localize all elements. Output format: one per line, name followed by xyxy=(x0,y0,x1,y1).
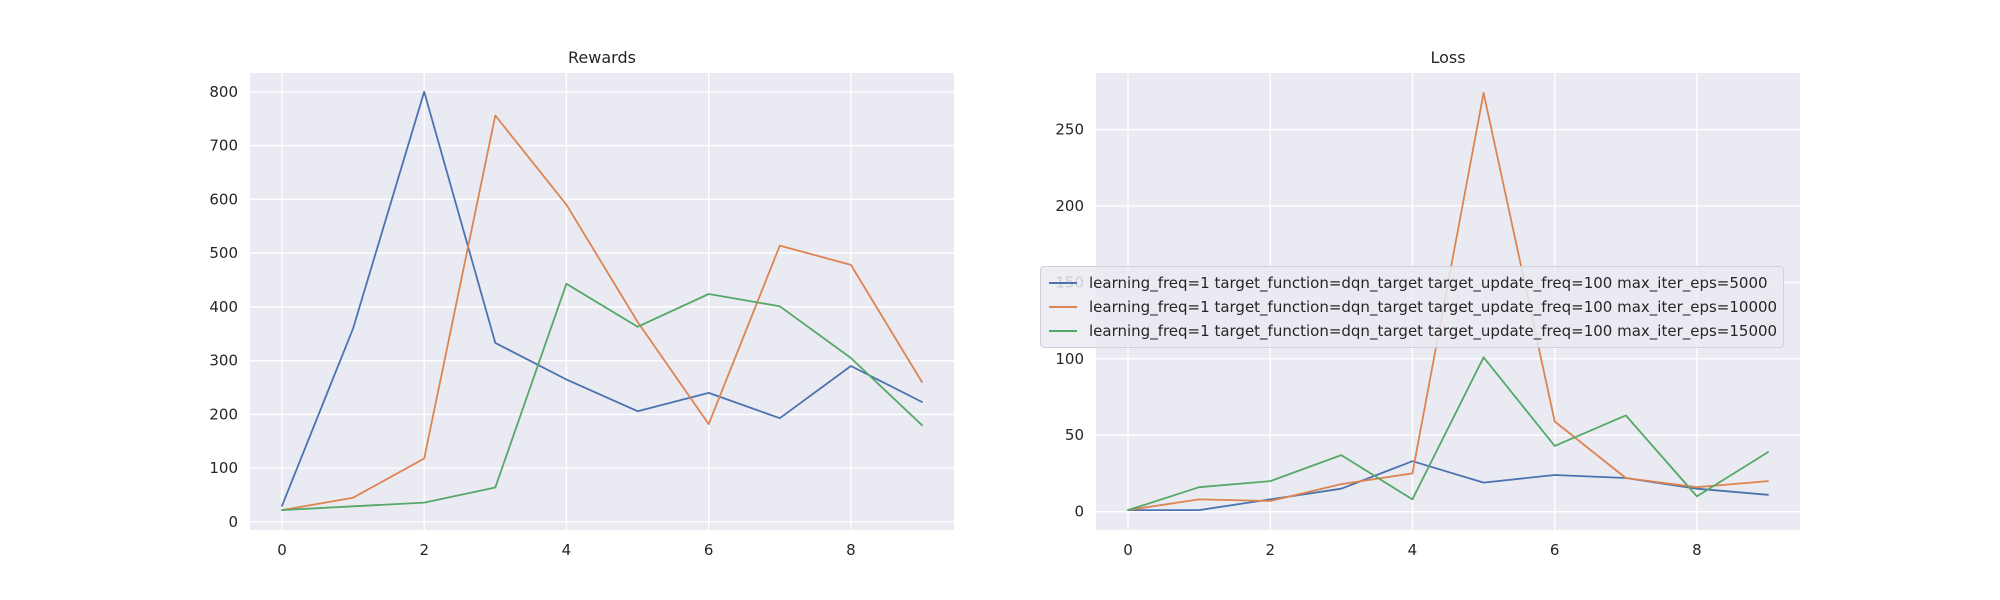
x-tick-label: 0 xyxy=(1123,541,1133,559)
y-tick-label: 100 xyxy=(209,459,238,477)
legend: learning_freq=1 target_function=dqn_targ… xyxy=(1040,266,1785,348)
y-tick-label: 0 xyxy=(228,513,238,531)
y-tick-label: 200 xyxy=(209,405,238,423)
legend-swatch xyxy=(1049,306,1077,308)
legend-swatch xyxy=(1049,330,1077,332)
y-tick-label: 400 xyxy=(209,298,238,316)
y-tick-label: 600 xyxy=(209,190,238,208)
series-line-3 xyxy=(281,282,923,512)
y-tick-label: 800 xyxy=(209,83,238,101)
axes-title: Rewards xyxy=(568,48,636,67)
y-tick-label: 250 xyxy=(1055,121,1084,139)
x-tick-label: 4 xyxy=(1408,541,1418,559)
y-tick-label: 200 xyxy=(1055,197,1084,215)
series-line-3 xyxy=(1127,356,1769,512)
legend-swatch xyxy=(1049,282,1077,284)
series-line-1 xyxy=(281,90,923,507)
x-tick-label: 2 xyxy=(1265,541,1275,559)
legend-item: learning_freq=1 target_function=dqn_targ… xyxy=(1049,295,1777,319)
series-line-2 xyxy=(281,114,923,512)
y-tick-label: 0 xyxy=(1074,503,1084,521)
y-tick-label: 300 xyxy=(209,352,238,370)
x-tick-label: 4 xyxy=(562,541,572,559)
rewards-axes: 0 2 4 6 8 0 100 200 300 400 500 600 700 800 Rewards xyxy=(209,48,954,559)
x-tick-label: 8 xyxy=(1692,541,1702,559)
x-tick-label: 2 xyxy=(419,541,429,559)
y-tick-label: 100 xyxy=(1055,350,1084,368)
x-tick-label: 6 xyxy=(704,541,714,559)
x-tick-label: 0 xyxy=(277,541,287,559)
y-tick-label: 50 xyxy=(1065,426,1084,444)
legend-label: learning_freq=1 target_function=dqn_targ… xyxy=(1089,322,1778,340)
y-tick-label: 700 xyxy=(209,137,238,155)
legend-label: learning_freq=1 target_function=dqn_targ… xyxy=(1089,274,1768,292)
plot-area xyxy=(250,73,954,530)
legend-item: learning_freq=1 target_function=dqn_targ… xyxy=(1049,319,1777,343)
x-tick-label: 8 xyxy=(846,541,856,559)
y-tick-label: 500 xyxy=(209,244,238,262)
x-tick-label: 6 xyxy=(1550,541,1560,559)
legend-item: learning_freq=1 target_function=dqn_targ… xyxy=(1049,271,1777,295)
axes-title: Loss xyxy=(1430,48,1465,67)
legend-label: learning_freq=1 target_function=dqn_targ… xyxy=(1089,298,1778,316)
